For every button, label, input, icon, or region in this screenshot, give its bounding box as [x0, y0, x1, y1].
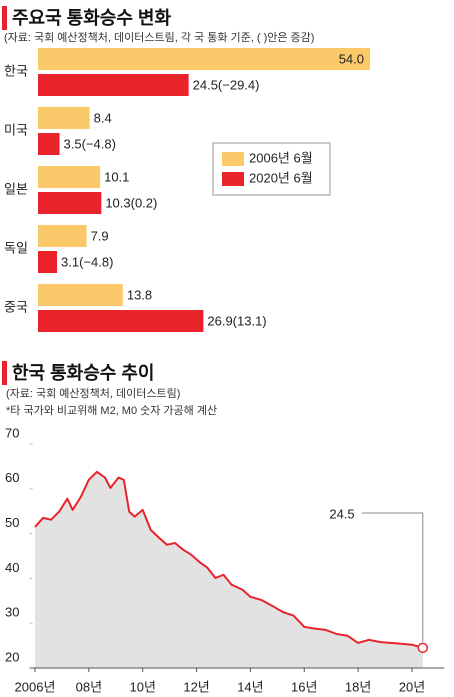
y-tick-label: 20	[5, 649, 19, 664]
bar	[38, 310, 204, 332]
bar	[38, 133, 60, 155]
value-label: 10.3(0.2)	[105, 195, 157, 210]
value-label: 54.0	[339, 51, 364, 66]
x-tick-label: 20년	[399, 679, 425, 694]
title-marker	[2, 6, 7, 30]
legend-label: 2020년 6월	[249, 170, 313, 185]
value-label: 3.1(−4.8)	[61, 254, 113, 269]
value-label: 8.4	[94, 110, 112, 125]
bar	[38, 107, 90, 129]
y-tick-label: 60	[5, 470, 19, 485]
value-label: 26.9(13.1)	[207, 313, 266, 328]
bar	[38, 48, 370, 70]
chart-subtitle: (자료: 국회 예산정책처, 데이터스트림)	[6, 387, 180, 400]
x-tick-label: 14년	[237, 679, 263, 694]
bar	[38, 284, 123, 306]
category-label: 미국	[4, 122, 28, 137]
chart-title: 한국 통화승수 추이	[12, 363, 154, 383]
x-tick-label: 10년	[129, 679, 155, 694]
value-label: 24.5	[329, 506, 354, 521]
bar	[38, 192, 102, 214]
y-tick-label: 70	[5, 425, 19, 440]
legend-label: 2006년 6월	[249, 150, 313, 165]
value-label: 10.1	[104, 169, 129, 184]
legend-box	[212, 142, 331, 196]
line	[34, 470, 424, 649]
x-tick-label: 18년	[345, 679, 371, 694]
x-tick-label: 2006년	[15, 679, 56, 694]
bar	[38, 166, 101, 188]
x-tick-label: 16년	[291, 679, 317, 694]
bar	[38, 251, 58, 273]
value-label: 24.5(−29.4)	[193, 77, 260, 92]
bar	[38, 74, 189, 96]
title-marker	[2, 361, 7, 385]
legend-swatch	[222, 172, 244, 186]
area	[35, 471, 423, 668]
value-label: 3.5(−4.8)	[64, 136, 116, 151]
category-label: 한국	[4, 63, 28, 78]
chart-title: 주요국 통화승수 변화	[12, 8, 171, 28]
category-label: 중국	[4, 299, 28, 314]
chart-subtitle: (자료: 국회 예산정책처, 데이터스트림, 각 국 통화 기준, ( )안은 …	[4, 31, 314, 44]
annotation-leader	[362, 512, 424, 642]
x-tick-label: 08년	[76, 679, 102, 694]
y-tick-label: 50	[5, 515, 19, 530]
bar	[38, 225, 87, 247]
chart-note: *타 국가와 비교위해 M2, M0 숫자 가공해 계산	[6, 403, 217, 417]
category-label: 독일	[4, 240, 28, 255]
value-label: 13.8	[127, 287, 152, 302]
x-tick-label: 12년	[183, 679, 209, 694]
value-label: 7.9	[91, 228, 109, 243]
end-marker	[417, 642, 429, 654]
category-label: 일본	[4, 181, 28, 196]
y-tick-label: 30	[5, 605, 19, 620]
legend-swatch	[222, 152, 244, 166]
y-tick-label: 40	[5, 560, 19, 575]
